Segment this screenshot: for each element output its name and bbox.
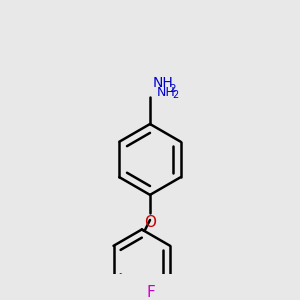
Text: NH: NH bbox=[153, 76, 173, 90]
Text: NH: NH bbox=[157, 86, 176, 99]
Text: O: O bbox=[144, 215, 156, 230]
Text: 2: 2 bbox=[169, 84, 176, 94]
Text: 2: 2 bbox=[172, 90, 179, 100]
Text: F: F bbox=[146, 285, 155, 300]
